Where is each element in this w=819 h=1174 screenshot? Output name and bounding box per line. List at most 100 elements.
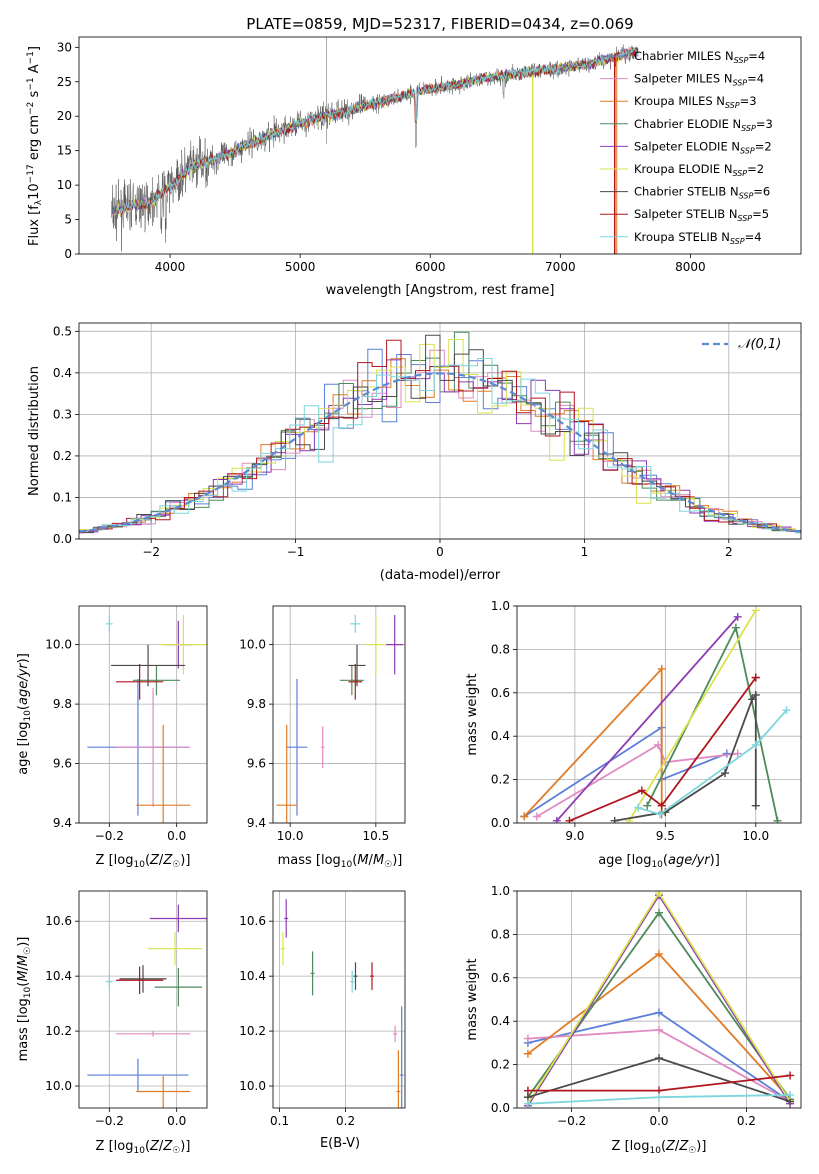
- age-vs-mass-ytick-label: 9.6: [247, 757, 266, 771]
- mass-weight-marker: [552, 816, 561, 823]
- mass-weight-marker: [520, 812, 529, 821]
- residuals-ytick-label: 0.1: [53, 490, 72, 504]
- mass-weight-marker: [731, 623, 740, 632]
- spectrum-xtick-label: 4000: [155, 260, 186, 274]
- spectrum-ylabel: Flux [fλ10−17 erg cm−2 s−1 A−1]: [26, 46, 44, 246]
- mass-weight-marker: [751, 673, 760, 682]
- spectrum-ytick-label: 0: [64, 247, 72, 261]
- mass-weight-vs-age-ytick-label: 0.0: [491, 816, 510, 830]
- legend-label: Salpeter STELIB NSSP=5: [634, 207, 769, 223]
- spectrum-xtick-label: 8000: [675, 260, 706, 274]
- mass-weight-vs-age-ytick-label: 0.8: [491, 642, 510, 656]
- spectrum-xtick-label: 5000: [285, 260, 316, 274]
- age-vs-mass-ytick-label: 10.0: [239, 638, 266, 652]
- mass-weight-vs-age-ytick-label: 0.4: [491, 729, 510, 743]
- legend-label: Chabrier STELIB NSSP=6: [634, 185, 770, 201]
- spectrum-ytick-label: 30: [57, 40, 72, 54]
- residuals-xlabel: (data-model)/error: [380, 568, 501, 583]
- mass-weight-marker: [721, 769, 730, 778]
- age-vs-mass-ytick-label: 9.8: [247, 697, 266, 711]
- mass-weight-vs-Z-xtick-label: −0.2: [557, 1114, 586, 1128]
- age-vs-mass-plot-area: [276, 614, 404, 823]
- mass-weight-marker: [782, 706, 791, 715]
- mass-vs-EBV-panel: 0.1 0.2 10.0 10.2 10.4 10.6 E(B-V): [239, 890, 406, 1151]
- mass-weight-vs-Z-xtick-label: 0.2: [737, 1114, 756, 1128]
- spectrum-ytick-label: 25: [57, 75, 72, 89]
- age-vs-Z-xtick-label: −0.2: [95, 829, 124, 843]
- figure-title: PLATE=0859, MJD=52317, FIBERID=0434, z=0…: [246, 15, 633, 33]
- legend-label: Chabrier MILES NSSP=4: [634, 49, 765, 65]
- residuals-ytick-label: 0.0: [53, 532, 72, 546]
- mass-weight-marker: [655, 908, 663, 917]
- mass-weight-line: [569, 677, 757, 822]
- model-spectrum: [115, 46, 639, 215]
- mass-weight-vs-Z-ytick-label: 0.4: [491, 1014, 510, 1028]
- mass-weight-vs-age-panel: 9.0 9.5 10.0 0.0 0.2 0.4 0.6 0.8 1.0 mass weight a…: [465, 599, 802, 870]
- mass-weight-marker: [751, 690, 760, 699]
- mass-weight-vs-Z-plot-area: [523, 891, 795, 1108]
- mass-weight-vs-Z-xlabel: Z [log10(Z/Z☉)]: [612, 1139, 707, 1156]
- mass-vs-Z-xtick-label: −0.2: [95, 1114, 124, 1128]
- mass-weight-line: [556, 616, 739, 822]
- model-spectrum: [115, 48, 639, 215]
- mass-weight-line: [523, 725, 728, 818]
- mass-weight-marker: [655, 1093, 663, 1102]
- residuals-ytick-label: 0.2: [53, 449, 72, 463]
- mass-weight-marker: [773, 816, 782, 823]
- spectrum-xtick-label: 6000: [415, 260, 446, 274]
- mass-weight-marker: [565, 816, 574, 823]
- residuals-plot-area: [79, 331, 801, 535]
- spectrum-xtick-label: 7000: [545, 260, 576, 274]
- mass-weight-marker: [655, 891, 663, 898]
- mass-vs-Z-xtick-label: 0.0: [167, 1114, 186, 1128]
- age-vs-mass-ytick-label: 9.4: [247, 816, 266, 830]
- legend-label: Kroupa MILES NSSP=3: [634, 94, 757, 110]
- mass-weight-vs-Z-ytick-label: 1.0: [491, 884, 510, 898]
- residual-histogram: [79, 358, 801, 534]
- mass-weight-marker: [523, 1086, 532, 1095]
- legend-label: Chabrier ELODIE NSSP=3: [634, 117, 773, 133]
- normal-reference-curve: [79, 372, 801, 533]
- age-vs-Z-ylabel: age [log10(age/yr)]: [16, 653, 33, 775]
- residuals-xtick-label: 0: [436, 545, 444, 559]
- residuals-xtick-label: 1: [581, 545, 589, 559]
- mass-weight-marker: [532, 812, 541, 821]
- spectrum-plot-area: [111, 37, 639, 254]
- spectrum-ytick-label: 10: [57, 178, 72, 192]
- mass-weight-vs-age-plot-area: [520, 606, 791, 823]
- spectrum-ytick-label: 20: [57, 109, 72, 123]
- spectrum-ytick-label: 5: [64, 213, 72, 227]
- mass-vs-EBV-ytick-label: 10.2: [239, 1024, 266, 1038]
- model-spectrum: [113, 47, 639, 214]
- mass-weight-marker: [733, 749, 742, 758]
- legend-label: Salpeter MILES NSSP=4: [634, 72, 764, 88]
- residuals-ytick-label: 0.4: [53, 366, 72, 380]
- mass-weight-line: [637, 709, 788, 816]
- spectrum-legend: Chabrier MILES NSSP=4 Salpeter MILES NSSP…: [600, 49, 773, 246]
- mass-weight-marker: [655, 1008, 663, 1017]
- mass-weight-vs-age-ytick-label: 0.6: [491, 686, 510, 700]
- legend-label: Salpeter ELODIE NSSP=2: [634, 139, 772, 155]
- mass-weight-line: [523, 666, 663, 818]
- mass-weight-marker: [786, 1071, 795, 1080]
- spectrum-panel: 4000 5000 6000 7000 8000 0 5 10 15 20 25 30 waveleng…: [26, 36, 802, 298]
- mass-weight-marker: [751, 740, 760, 749]
- mass-weight-marker: [751, 801, 760, 810]
- mass-weight-marker: [655, 1054, 663, 1063]
- residual-histogram: [79, 339, 801, 534]
- mass-vs-Z-ytick-label: 10.2: [45, 1024, 72, 1038]
- residuals-legend: 𝒩(0,1): [702, 337, 781, 352]
- mass-weight-marker: [610, 816, 619, 823]
- mass-weight-marker: [655, 1025, 663, 1034]
- mass-vs-Z-xlabel: Z [log10(Z/Z☉)]: [96, 1139, 191, 1156]
- mass-weight-line: [646, 625, 779, 821]
- age-vs-Z-panel: −0.2 0.0 9.4 9.6 9.8 10.0 Z [log10(Z/Z☉)] age […: [16, 605, 208, 870]
- mass-weight-vs-age-frame: [516, 605, 802, 824]
- spectrum-frame: [78, 36, 802, 255]
- legend-label: Kroupa STELIB NSSP=4: [634, 230, 762, 246]
- age-vs-Z-xtick-label: 0.0: [167, 829, 186, 843]
- mass-weight-vs-age-ytick-label: 0.2: [491, 773, 510, 787]
- residual-histogram: [79, 339, 801, 533]
- mass-weight-vs-Z-ylabel: mass weight: [465, 958, 480, 1040]
